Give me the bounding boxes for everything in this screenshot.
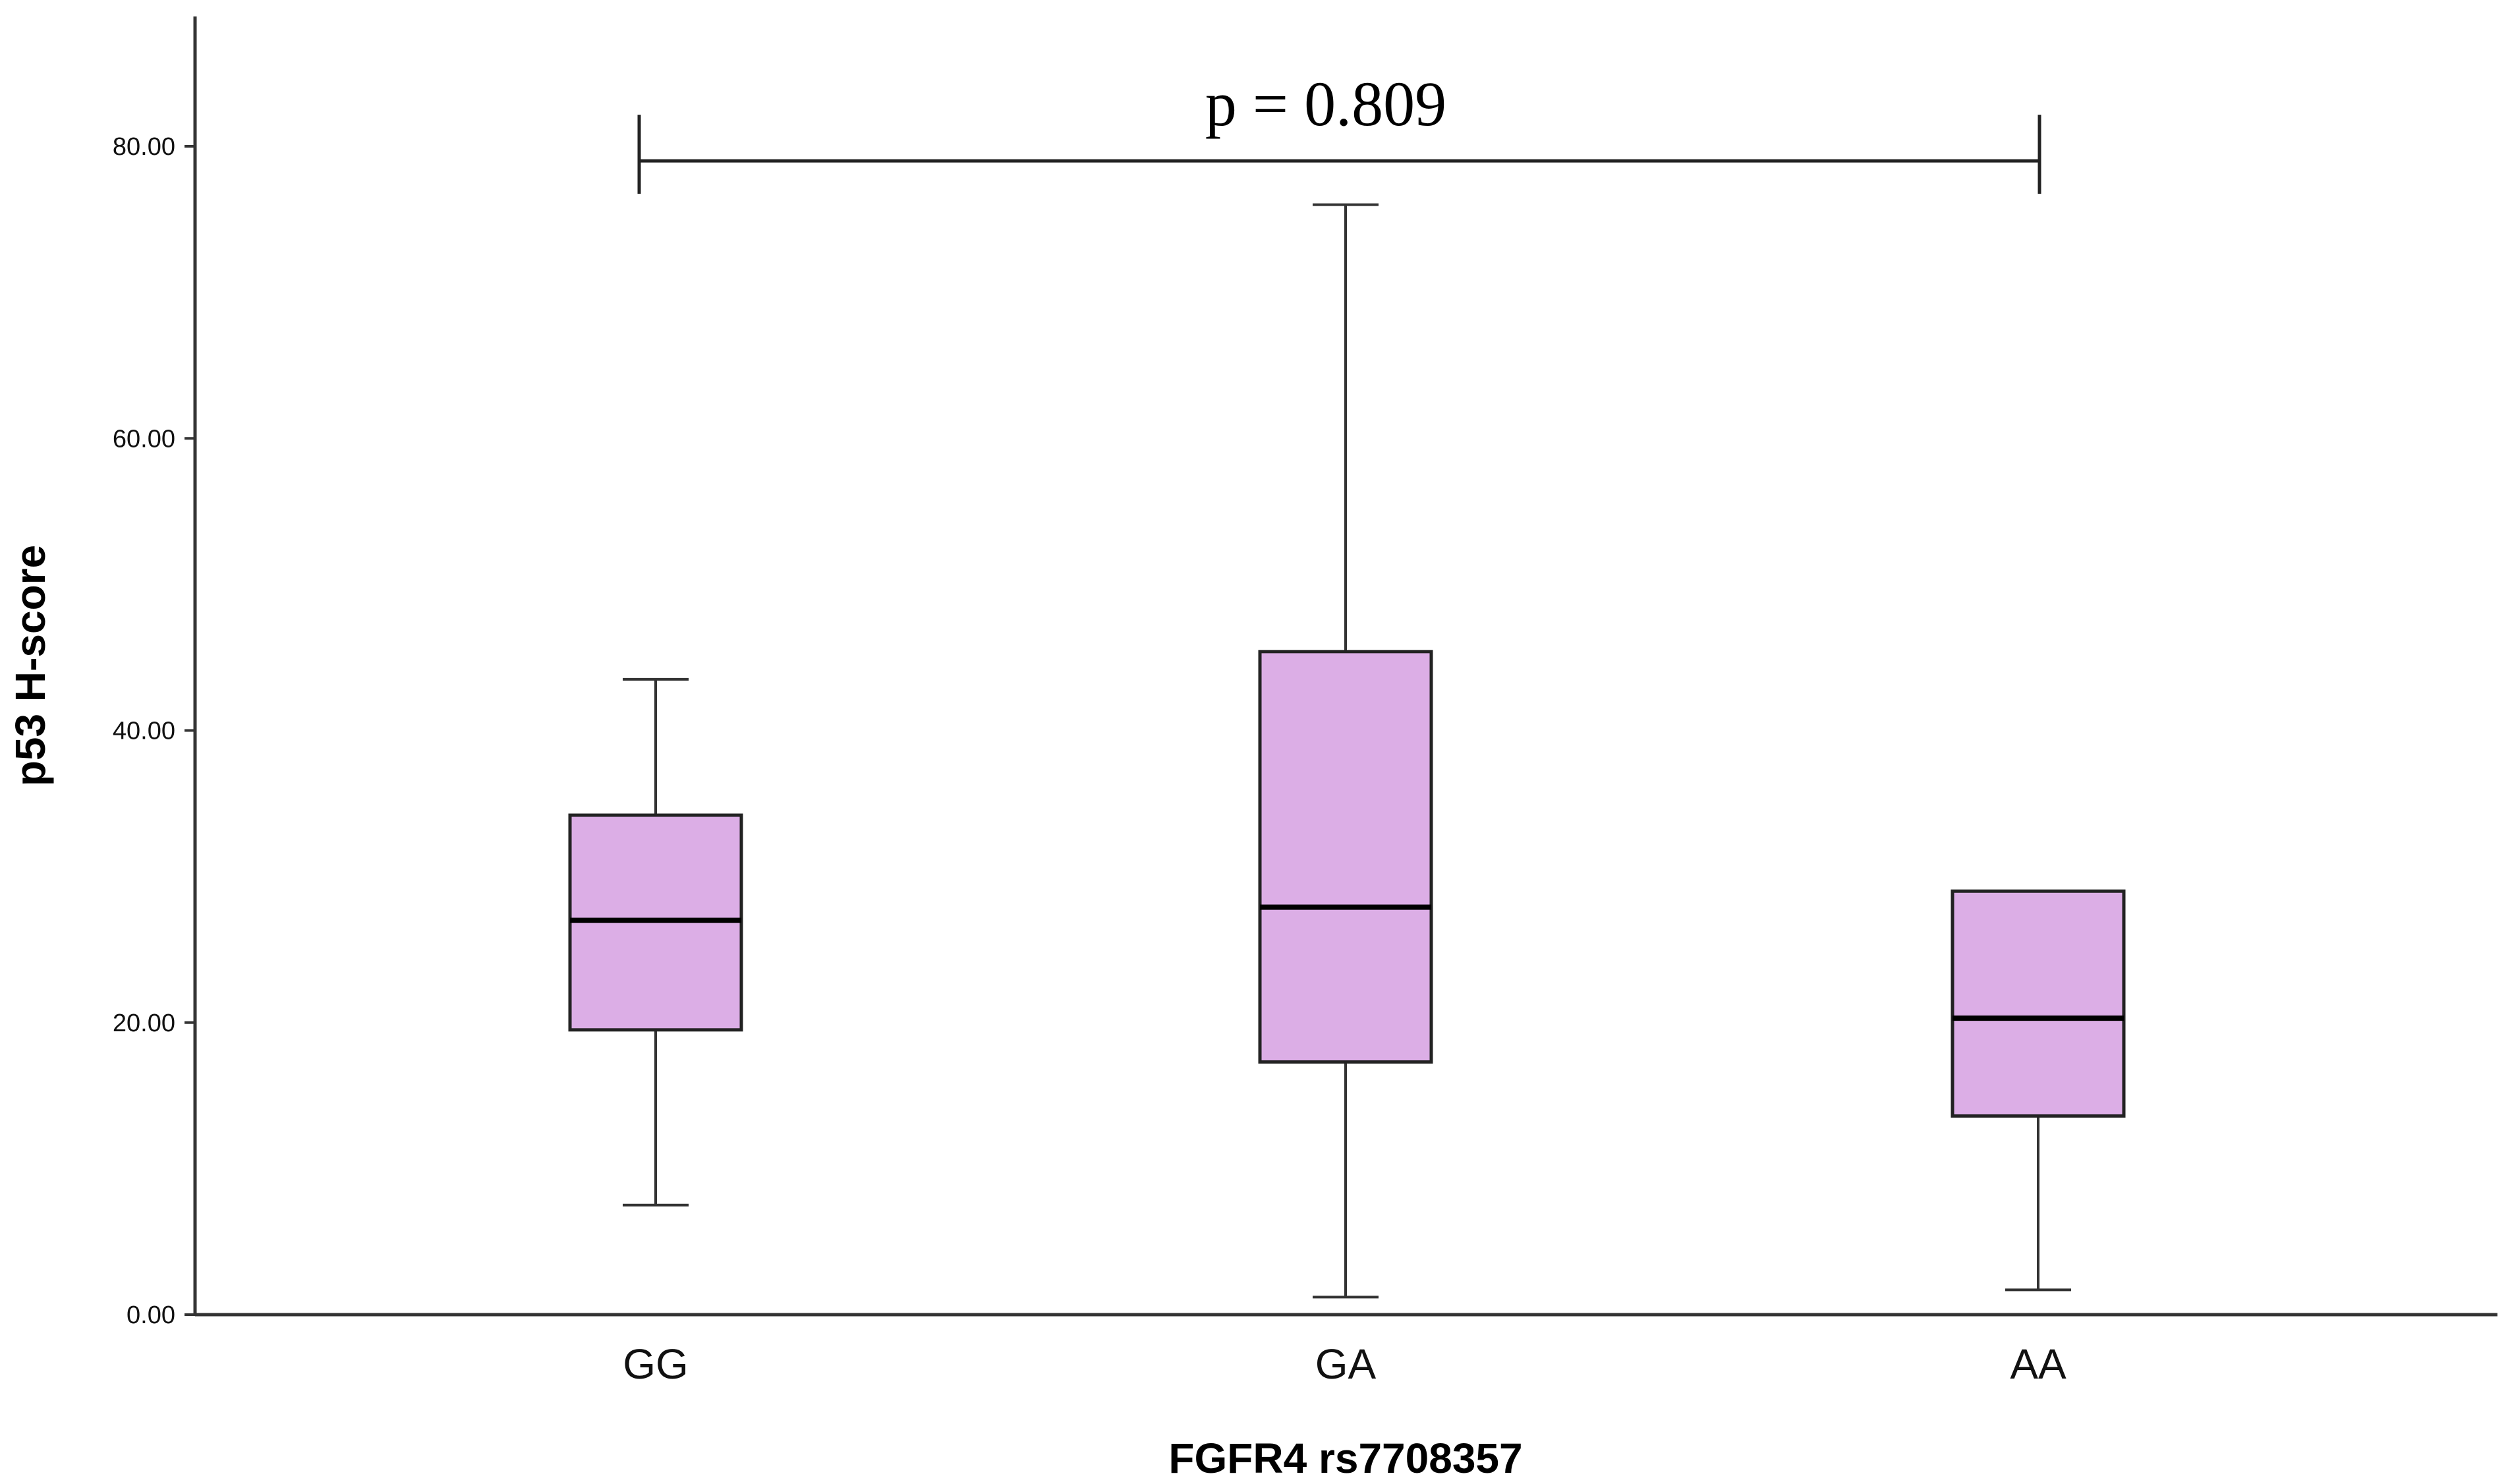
p-value-label: p = 0.809 — [1205, 69, 1446, 139]
x-tick-label-ga: GA — [1315, 1340, 1377, 1388]
boxes — [568, 203, 2126, 1299]
y-tick-label: 60.00 — [113, 425, 175, 453]
iqr-box — [1951, 889, 2126, 1118]
significance-annotation: p = 0.809 — [637, 69, 2041, 194]
box-gg — [568, 677, 743, 1207]
y-tick-label: 0.00 — [127, 1301, 175, 1329]
box-ga — [1258, 203, 1433, 1299]
axes — [193, 16, 2497, 1317]
iqr-box — [1258, 650, 1433, 1064]
box-aa — [1951, 889, 2126, 1292]
x-tick-label-gg: GG — [623, 1340, 689, 1388]
y-ticks: 0.00 20.00 40.00 60.00 80.00 — [113, 133, 195, 1329]
x-tick-label-aa: AA — [2010, 1340, 2066, 1388]
y-tick-label: 20.00 — [113, 1010, 175, 1037]
y-tick-label: 80.00 — [113, 133, 175, 161]
x-axis-title: FGFR4 rs7708357 — [1168, 1435, 1522, 1482]
x-tick-labels: GG GA AA — [623, 1340, 2066, 1388]
y-axis-title: p53 H-score — [7, 545, 54, 786]
y-tick-label: 40.00 — [113, 718, 175, 745]
